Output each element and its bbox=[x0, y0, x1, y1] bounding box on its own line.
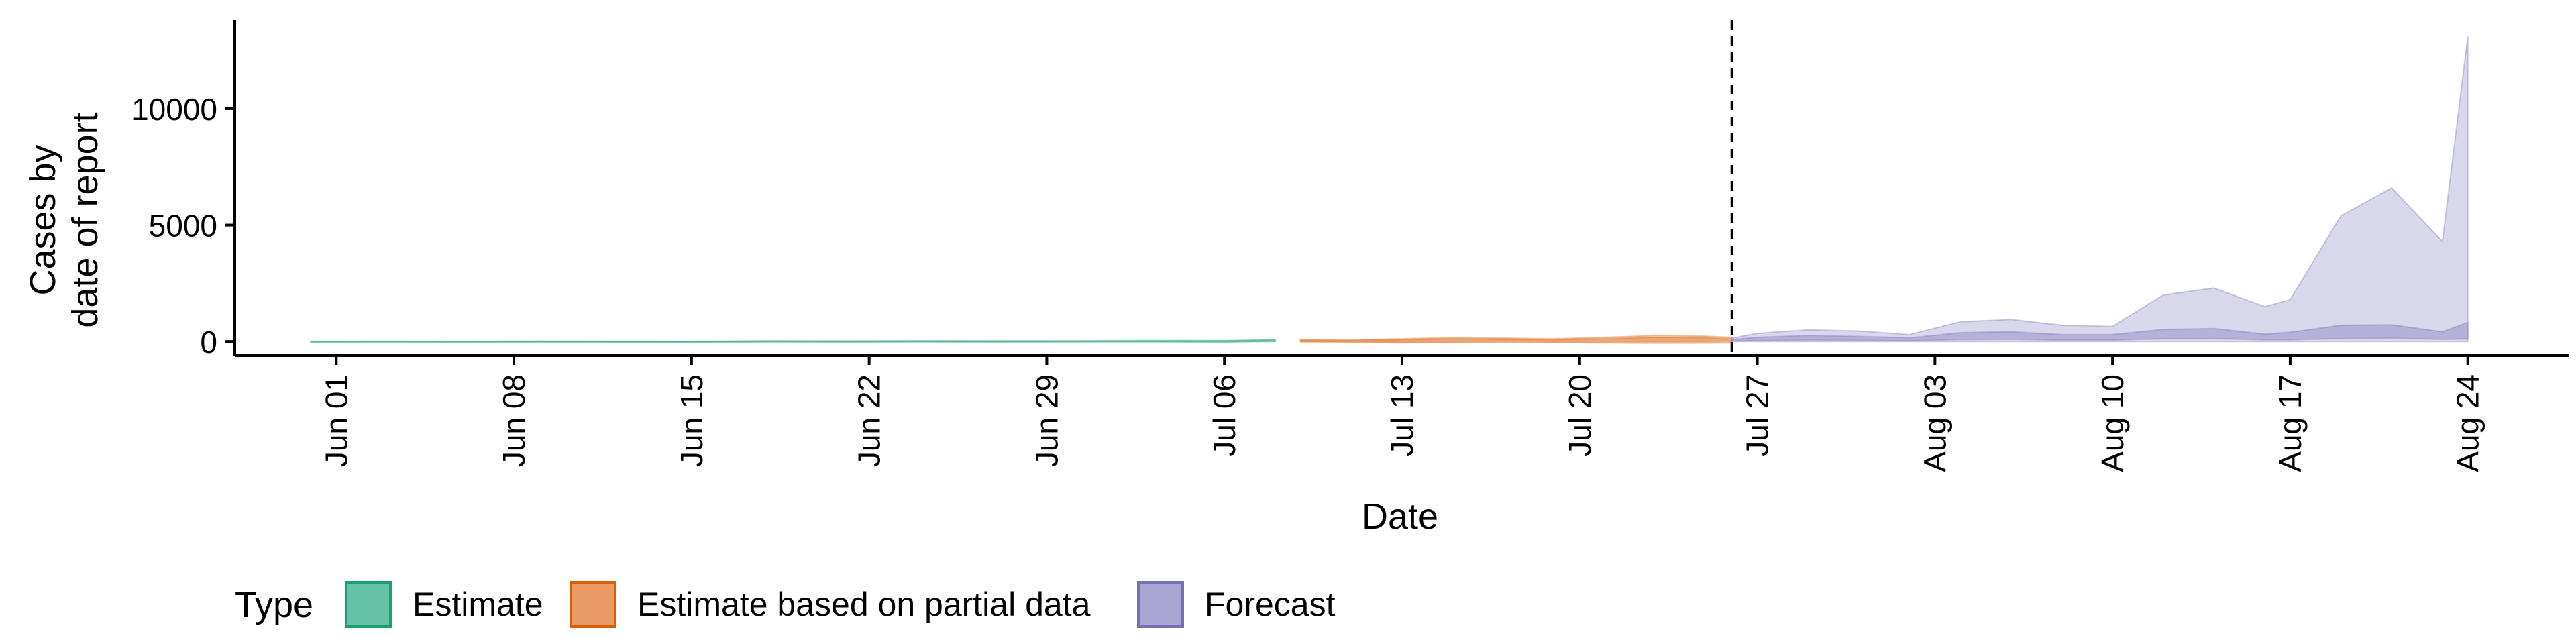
x-tick-label: Aug 03 bbox=[1917, 374, 1952, 472]
x-tick-label: Aug 24 bbox=[2451, 374, 2485, 472]
legend-key-1 bbox=[570, 581, 616, 628]
legend-label-1: Estimate based on partial data bbox=[637, 586, 1091, 623]
x-tick-label: Jun 15 bbox=[674, 374, 709, 467]
y-tick-label: 0 bbox=[200, 325, 217, 360]
axes: 0 5000 10000 Jun 01 Jun 08 Jun 15 Jun 22 Jun 29… bbox=[131, 20, 2569, 472]
legend-key-0 bbox=[345, 581, 392, 628]
legend-title: Type bbox=[235, 585, 313, 625]
series-2-outer-band bbox=[1731, 36, 2469, 343]
series-bands bbox=[310, 36, 2469, 344]
y-axis-label-line-1: Cases by bbox=[23, 144, 63, 295]
x-tick-label: Jun 22 bbox=[852, 374, 887, 467]
y-axis-label-line-2: date of report bbox=[65, 112, 105, 327]
legend-label-0: Estimate bbox=[413, 586, 543, 623]
x-tick-label: Jun 01 bbox=[319, 374, 354, 467]
x-tick-label: Aug 17 bbox=[2273, 374, 2308, 472]
x-tick-label: Jul 06 bbox=[1207, 374, 1242, 457]
series-2-inner-band bbox=[1731, 321, 2469, 342]
x-axis-label: Date bbox=[1362, 496, 1438, 537]
x-tick-label: Jun 29 bbox=[1029, 374, 1064, 467]
x-tick-label: Jul 13 bbox=[1385, 374, 1419, 457]
series-1-inner-band bbox=[1299, 336, 1733, 343]
x-tick-label: Jul 27 bbox=[1740, 374, 1775, 457]
legend: Type Estimate Estimate based on partial d… bbox=[235, 581, 1336, 628]
legend-label-2: Forecast bbox=[1205, 586, 1336, 623]
y-tick-label: 5000 bbox=[149, 209, 217, 244]
x-tick-label: Aug 10 bbox=[2095, 374, 2130, 472]
x-tick-label: Jun 08 bbox=[496, 374, 531, 467]
y-tick-label: 10000 bbox=[131, 92, 217, 127]
series-0-inner-band bbox=[310, 339, 1276, 343]
x-tick-label: Jul 20 bbox=[1562, 374, 1597, 457]
legend-key-2 bbox=[1137, 581, 1184, 628]
